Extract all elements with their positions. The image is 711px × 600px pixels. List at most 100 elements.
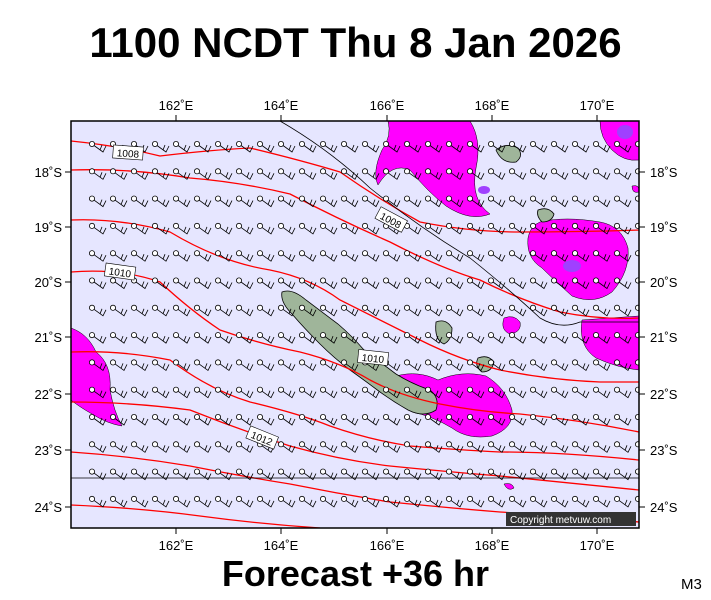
- wind-barb-icon: [277, 250, 296, 262]
- wind-barb-icon: [635, 332, 639, 339]
- wind-barb-icon: [508, 468, 527, 481]
- lat-label: 24˚S: [650, 500, 678, 515]
- wind-barb-icon: [635, 468, 639, 475]
- wind-barb-icon: [130, 413, 149, 426]
- wind-barb-icon: [89, 332, 107, 344]
- wind-barb-icon: [572, 277, 590, 290]
- wind-barb-icon: [403, 359, 422, 371]
- wind-barb-icon: [277, 222, 296, 235]
- isobar-line: [71, 504, 321, 528]
- wind-barb-icon: [319, 332, 338, 344]
- wind-barb-icon: [214, 413, 233, 426]
- wind-barb-icon: [110, 495, 128, 508]
- wind-barb-icon: [361, 277, 380, 290]
- wind-barb-icon: [256, 304, 275, 317]
- wind-barb-icon: [172, 140, 191, 153]
- wind-barb-icon: [445, 195, 464, 208]
- wind-barb-icon: [445, 140, 464, 153]
- wind-barb-icon: [445, 222, 464, 235]
- wind-barb-icon: [424, 168, 443, 180]
- isobar-line: [71, 169, 639, 320]
- wind-barb-icon: [340, 441, 359, 453]
- wind-barb-icon: [445, 277, 464, 290]
- wind-barb-icon: [424, 441, 443, 453]
- wind-barb-icon: [256, 413, 275, 426]
- isobar-line: [71, 351, 639, 461]
- lon-label: 162˚E: [159, 98, 194, 113]
- wind-barb-icon: [172, 277, 191, 290]
- heavy-rain-areas: [478, 125, 633, 272]
- copyright-text: Copyright metvuw.com: [510, 515, 611, 526]
- wind-barb-icon: [593, 277, 611, 290]
- wind-barb-icon: [151, 495, 170, 508]
- wind-barb-icon: [172, 359, 191, 371]
- wind-barb-icon: [487, 359, 506, 371]
- wind-barb-icon: [172, 495, 191, 508]
- wind-barb-icon: [572, 140, 590, 153]
- wind-barb-icon: [466, 140, 485, 153]
- wind-barb-icon: [466, 441, 485, 453]
- wind-barb-icon: [151, 140, 170, 153]
- wind-barb-icon: [382, 195, 401, 208]
- wind-barb-icon: [487, 304, 506, 317]
- wind-barb-icon: [508, 413, 527, 426]
- wind-barb-icon: [487, 168, 506, 180]
- wind-barb-icon: [235, 468, 254, 481]
- wind-barb-icon: [466, 168, 485, 180]
- wind-barb-icon: [110, 304, 128, 317]
- wind-barb-icon: [635, 495, 639, 502]
- wind-barb-icon: [508, 140, 527, 153]
- wind-barb-icon: [508, 250, 527, 262]
- wind-barb-icon: [340, 468, 359, 481]
- map-title: 1100 NCDT Thu 8 Jan 2026: [89, 19, 622, 66]
- wind-barb-icon: [214, 386, 233, 399]
- wind-barb-icon: [319, 140, 338, 153]
- isobar-labels: 1008 1008 1010 1010 1012: [103, 144, 408, 450]
- wind-barb-icon: [319, 195, 338, 208]
- wind-barb-icon: [382, 140, 401, 153]
- lon-label: 166˚E: [370, 98, 405, 113]
- wind-barb-icon: [193, 168, 212, 180]
- wind-barb-icon: [530, 386, 548, 399]
- wind-barb-icon: [151, 250, 170, 262]
- wind-barb-icon: [635, 195, 639, 202]
- wind-barb-icon: [172, 468, 191, 481]
- rain-area-small-1: [502, 316, 521, 335]
- lat-label: 19˚S: [650, 220, 678, 235]
- lat-label: 21˚S: [650, 330, 678, 345]
- wind-barb-icon: [256, 468, 275, 481]
- wind-barb-icon: [151, 468, 170, 481]
- wind-barb-icon: [403, 468, 422, 481]
- wind-barb-icon: [530, 468, 548, 481]
- wind-barb-icon: [403, 250, 422, 262]
- wind-barb-icon: [487, 277, 506, 290]
- wind-barb-icon: [130, 195, 149, 208]
- wind-barb-icon: [277, 168, 296, 180]
- wind-barb-icon: [214, 140, 233, 153]
- lon-label: 164˚E: [264, 98, 299, 113]
- wind-barb-icon: [508, 495, 527, 508]
- wind-barb-icon: [508, 222, 527, 235]
- lat-label: 20˚S: [35, 275, 63, 290]
- wind-barb-icon: [110, 195, 128, 208]
- wind-barb-icon: [298, 168, 317, 180]
- wind-barb-icon: [130, 495, 149, 508]
- lat-label: 23˚S: [650, 443, 678, 458]
- wind-barb-icon: [235, 332, 254, 344]
- wind-barb-icon: [530, 222, 548, 235]
- rain-area-small-3: [503, 483, 515, 490]
- lat-label: 19˚S: [35, 220, 63, 235]
- wind-barb-icon: [193, 140, 212, 153]
- wind-barb-icon: [110, 332, 128, 344]
- wind-barb-icon: [635, 277, 639, 284]
- wind-barb-icon: [214, 222, 233, 235]
- wind-barb-icon: [130, 386, 149, 399]
- wind-barb-icon: [572, 386, 590, 399]
- wind-barb-icon: [403, 332, 422, 344]
- wind-barb-icon: [361, 140, 380, 153]
- wind-barb-icon: [551, 277, 569, 290]
- wind-barb-icon: [172, 250, 191, 262]
- wind-barb-icon: [445, 468, 464, 481]
- wind-barb-icon: [256, 195, 275, 208]
- wind-barb-icon: [89, 195, 107, 208]
